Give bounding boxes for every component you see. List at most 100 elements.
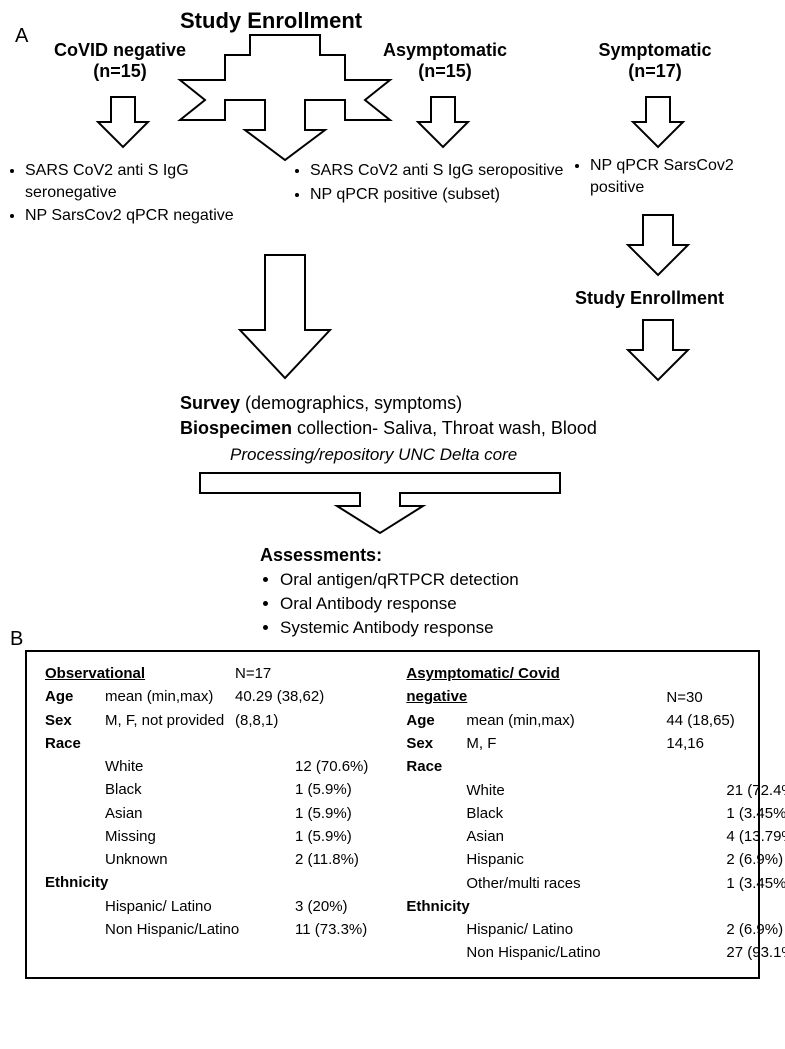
figure-root: A Study Enrollment CoVID negative (n=15)… (0, 0, 785, 1049)
biospecimen-rest: collection- Saliva, Throat wash, Blood (297, 418, 597, 438)
left-race-rows: White12 (70.6%)Black1 (5.9%)Asian1 (5.9%… (45, 755, 406, 871)
row-val: 1 (5.9%) (295, 802, 352, 825)
group-sym-title: Symptomatic (575, 40, 735, 61)
left-header: Observational (45, 665, 145, 682)
bullet-item: SARS CoV2 anti S IgG seropositive (310, 160, 570, 182)
assessments-list: Oral antigen/qRTPCR detection Oral Antib… (260, 568, 680, 639)
table-row: Hispanic2 (6.9%) (406, 848, 785, 871)
row-key: Black (406, 802, 726, 825)
row-key: Asian (406, 825, 726, 848)
row-val: 11 (73.3%) (295, 918, 367, 941)
bullet-item: NP qPCR SarsCov2 positive (590, 155, 785, 198)
row-val: 1 (5.9%) (295, 778, 352, 801)
row-val: 12 (70.6%) (295, 755, 368, 778)
row-key: Non Hispanic/Latino (406, 941, 726, 964)
left-N: N=17 (235, 662, 271, 685)
left-eth-rows: Hispanic/ Latino3 (20%)Non Hispanic/Lati… (45, 895, 406, 942)
arrow-down-icon (623, 315, 693, 385)
study-enrollment-2: Study Enrollment (575, 288, 724, 309)
table-row: Hispanic/ Latino2 (6.9%) (406, 918, 785, 941)
panel-a-label: A (15, 25, 28, 48)
asym-bullets: SARS CoV2 anti S IgG seropositive NP qPC… (290, 160, 570, 207)
arrow-down-icon (628, 92, 688, 152)
right-race-rows: White21 (72.4%)Black1 (3.45%)Asian4 (13.… (406, 779, 785, 895)
row-val: 1 (5.9%) (295, 825, 352, 848)
survey-bold: Survey (180, 393, 245, 413)
row-key: Hispanic/ Latino (406, 918, 726, 941)
row-val: 2 (6.9%) (726, 848, 783, 871)
table-row: Non Hispanic/Latino27 (93.1%) (406, 941, 785, 964)
arrow-down-icon (93, 92, 153, 152)
right-age-lab: Age (406, 709, 466, 732)
right-sex-val: 14,16 (666, 732, 704, 755)
arrow-down-icon (623, 210, 693, 280)
row-val: 21 (72.4%) (726, 779, 785, 802)
neg-bullets: SARS CoV2 anti S IgG seronegative NP Sar… (5, 160, 275, 229)
table-row: Other/multi races1 (3.45%) (406, 872, 785, 895)
bullet-item: NP SarsCov2 qPCR negative (25, 205, 275, 227)
right-eth-lab: Ethnicity (406, 895, 466, 918)
assessment-item: Systemic Antibody response (280, 616, 680, 640)
row-key: Missing (45, 825, 295, 848)
assessment-item: Oral Antibody response (280, 592, 680, 616)
table-row: Unknown2 (11.8%) (45, 848, 406, 871)
biospecimen-line: Biospecimen collection- Saliva, Throat w… (180, 418, 597, 439)
row-val: 2 (6.9%) (726, 918, 783, 941)
table-row: White12 (70.6%) (45, 755, 406, 778)
row-key: Other/multi races (406, 872, 726, 895)
row-val: 4 (13.79%) (726, 825, 785, 848)
right-sex-lab: Sex (406, 732, 466, 755)
table-left-col: Observational N=17 Age mean (min,max) 40… (45, 662, 406, 965)
panel-b-label: B (10, 628, 23, 651)
left-sex-val: (8,8,1) (235, 709, 278, 732)
table-row: Non Hispanic/Latino11 (73.3%) (45, 918, 406, 941)
row-key: Unknown (45, 848, 295, 871)
table-row: Black1 (5.9%) (45, 778, 406, 801)
table-columns: Observational N=17 Age mean (min,max) 40… (45, 662, 740, 965)
left-age-val: 40.29 (38,62) (235, 685, 324, 708)
sym-bullets: NP qPCR SarsCov2 positive (570, 155, 785, 200)
left-race-lab: Race (45, 732, 105, 755)
table-row: Hispanic/ Latino3 (20%) (45, 895, 406, 918)
row-key: Asian (45, 802, 295, 825)
table-row: Missing1 (5.9%) (45, 825, 406, 848)
table-row: Asian4 (13.79%) (406, 825, 785, 848)
table-right-col: Asymptomatic/ Covid negative N=30 Age me… (406, 662, 785, 965)
right-sex-desc: M, F (466, 732, 666, 755)
left-eth-lab: Ethnicity (45, 871, 105, 894)
bullet-item: SARS CoV2 anti S IgG seronegative (25, 160, 275, 203)
left-sex-lab: Sex (45, 709, 105, 732)
row-val: 27 (93.1%) (726, 941, 785, 964)
table-b-box: Observational N=17 Age mean (min,max) 40… (25, 650, 760, 979)
survey-line: Survey (demographics, symptoms) (180, 393, 462, 414)
wide-arrow-icon (195, 468, 565, 538)
right-age-desc: mean (min,max) (466, 709, 666, 732)
row-key: Hispanic/ Latino (45, 895, 295, 918)
row-key: Hispanic (406, 848, 726, 871)
processing-line: Processing/repository UNC Delta core (230, 445, 517, 465)
biospecimen-bold: Biospecimen (180, 418, 297, 438)
group-sym-header: Symptomatic (n=17) (575, 40, 735, 82)
row-val: 1 (3.45%) (726, 872, 785, 895)
row-key: Black (45, 778, 295, 801)
assessments-title: Assessments: (260, 545, 382, 566)
left-age-lab: Age (45, 685, 105, 708)
left-sex-desc: M, F, not provided (105, 709, 235, 732)
group-sym-n: (n=17) (575, 61, 735, 82)
right-eth-rows: Hispanic/ Latino2 (6.9%)Non Hispanic/Lat… (406, 918, 785, 965)
table-row: Asian1 (5.9%) (45, 802, 406, 825)
row-key: Non Hispanic/Latino (45, 918, 295, 941)
table-row: Black1 (3.45%) (406, 802, 785, 825)
right-N: N=30 (666, 686, 702, 709)
survey-rest: (demographics, symptoms) (245, 393, 462, 413)
assessment-item: Oral antigen/qRTPCR detection (280, 568, 680, 592)
arrow-down-icon (413, 92, 473, 152)
row-val: 3 (20%) (295, 895, 348, 918)
arrow-down-icon (235, 250, 335, 385)
row-val: 2 (11.8%) (295, 848, 359, 871)
row-key: White (45, 755, 295, 778)
triple-arrow-icon (170, 30, 400, 165)
row-key: White (406, 779, 726, 802)
bullet-item: NP qPCR positive (subset) (310, 184, 570, 206)
right-age-val: 44 (18,65) (666, 709, 734, 732)
